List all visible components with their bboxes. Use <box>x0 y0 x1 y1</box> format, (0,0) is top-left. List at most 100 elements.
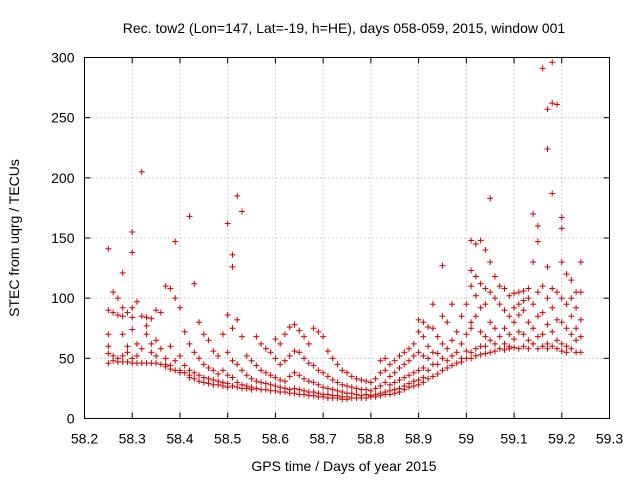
data-point <box>501 307 508 314</box>
data-point <box>573 337 580 344</box>
data-point <box>267 372 274 379</box>
data-point <box>563 325 570 332</box>
data-point <box>463 331 470 338</box>
data-point <box>577 333 584 340</box>
data-point <box>501 346 508 353</box>
data-point <box>119 331 126 338</box>
data-point <box>329 355 336 362</box>
data-point <box>372 385 379 392</box>
data-point <box>391 357 398 364</box>
data-point <box>482 301 489 308</box>
data-point <box>487 195 494 202</box>
data-point <box>558 319 565 326</box>
data-point <box>277 376 284 383</box>
data-point <box>468 349 475 356</box>
data-point <box>425 324 432 331</box>
data-point <box>549 328 556 335</box>
data-point <box>129 326 136 333</box>
data-point <box>324 348 331 355</box>
data-point <box>444 357 451 364</box>
data-point <box>305 360 312 367</box>
data-point <box>468 325 475 332</box>
data-point <box>110 289 117 296</box>
data-point <box>539 65 546 72</box>
data-point <box>487 349 494 356</box>
data-point <box>420 379 427 386</box>
data-point <box>134 352 140 359</box>
data-point <box>129 228 136 235</box>
data-point <box>472 313 479 320</box>
data-point <box>558 340 565 347</box>
data-point <box>105 350 112 357</box>
data-point <box>258 340 265 347</box>
data-point <box>239 333 245 340</box>
x-tick-label: 58.6 <box>262 431 289 447</box>
data-point <box>458 358 465 365</box>
data-point <box>277 361 284 368</box>
data-point <box>267 349 274 356</box>
x-tick-label: 58.5 <box>214 431 241 447</box>
data-point <box>482 247 489 254</box>
data-point <box>191 349 198 356</box>
data-point <box>425 355 432 362</box>
data-point <box>196 319 203 326</box>
data-point <box>153 360 160 367</box>
data-point <box>506 331 513 338</box>
data-point <box>577 349 584 356</box>
data-point <box>539 343 546 350</box>
y-tick-label: 200 <box>51 170 75 186</box>
data-point <box>544 106 551 113</box>
data-point <box>253 362 260 369</box>
data-point <box>444 345 451 352</box>
data-point <box>124 358 131 365</box>
data-point <box>176 352 183 359</box>
data-point <box>401 386 408 393</box>
data-point <box>114 295 121 302</box>
data-point <box>386 381 393 388</box>
data-point <box>272 374 279 381</box>
data-point <box>196 355 203 362</box>
y-axis-label: STEC from uqrg / TECUs <box>6 159 22 317</box>
data-point <box>496 345 503 352</box>
data-point <box>157 345 164 352</box>
data-point <box>472 352 479 359</box>
data-point <box>191 280 198 287</box>
data-point <box>410 340 417 347</box>
data-point <box>310 362 317 369</box>
data-point <box>114 312 121 319</box>
data-point <box>439 355 446 362</box>
data-point <box>377 357 384 364</box>
data-point <box>520 343 527 350</box>
data-point <box>291 348 298 355</box>
data-point <box>320 333 327 340</box>
data-point <box>549 59 556 66</box>
data-point <box>410 369 417 376</box>
data-point <box>291 321 298 328</box>
data-point <box>534 222 541 229</box>
data-point <box>262 380 269 387</box>
data-point <box>320 369 327 376</box>
data-point <box>363 395 370 402</box>
grid-lines <box>84 57 610 419</box>
data-point <box>439 367 446 374</box>
data-point <box>229 325 236 332</box>
data-point <box>525 319 532 326</box>
data-point <box>515 328 522 335</box>
data-point <box>286 352 293 359</box>
data-point <box>534 238 541 245</box>
data-point <box>406 384 413 391</box>
data-point <box>386 361 393 368</box>
data-point <box>310 325 317 332</box>
data-point <box>305 340 312 347</box>
data-point <box>224 349 231 356</box>
data-point <box>439 262 446 269</box>
data-point <box>339 381 346 388</box>
data-point <box>129 314 136 321</box>
data-point <box>453 328 460 335</box>
data-point <box>248 357 255 364</box>
data-point <box>348 373 355 380</box>
data-point <box>525 295 532 302</box>
data-point <box>406 345 413 352</box>
data-point <box>496 333 503 340</box>
data-point <box>530 325 537 332</box>
